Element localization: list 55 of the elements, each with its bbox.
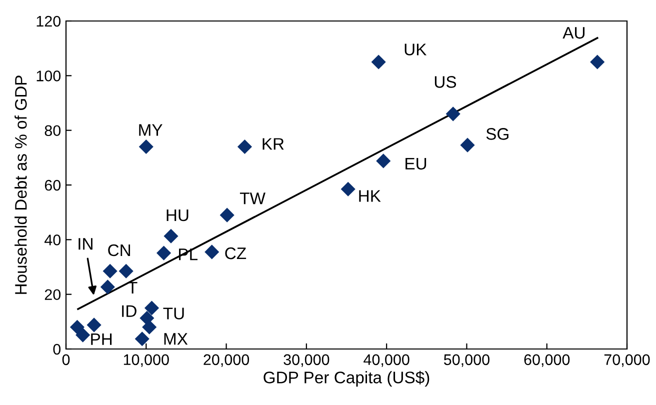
point [100,280,115,294]
y-tick-label: 100 [36,70,61,82]
y-tick-label: 40 [44,234,61,246]
point [156,246,172,260]
y-tick-label: 20 [44,289,61,300]
data-label: UK [404,44,427,56]
point [144,300,160,316]
data-label: KR [262,138,284,150]
data-label: IN [78,238,92,250]
data-label: TU [163,308,184,320]
point [164,228,178,244]
data-label: US [434,76,456,88]
x-tick-label: 50,000 [444,354,490,367]
point [118,264,134,278]
x-tick-label: 0 [62,354,70,366]
data-label: SG [486,128,508,140]
point [204,244,220,260]
x-tick-label: 30,000 [284,354,330,367]
x-tick-label: 20,000 [204,354,250,367]
y-tick-label: 60 [44,180,61,191]
point [340,182,356,196]
data-label: MX [164,333,188,345]
data-label: HU [166,210,188,222]
data-label: CN [108,244,130,256]
data-label: TW [240,192,266,204]
point [460,138,475,152]
x-tick-label: 40,000 [364,354,410,367]
point [134,332,150,346]
data-label: MY [139,124,162,136]
x-tick-label: 10,000 [124,354,169,367]
point [102,264,118,278]
point [142,320,157,334]
point [76,328,90,342]
x-tick-label: 60,000 [524,354,570,367]
point [376,154,391,168]
data-label: EU [406,158,426,170]
data-label: ID [122,305,136,317]
point [220,208,234,222]
x-tick-label: 70,000 [604,354,650,367]
point [446,106,460,122]
point [371,54,386,70]
point [237,139,252,154]
data-label: HK [359,190,381,202]
point [590,54,605,70]
y-tick-label: 80 [44,125,61,136]
x-axis-title: GDP Per Capita (US$) [264,370,430,387]
y-tick-label: 0 [53,344,61,355]
data-label: PH [91,333,112,345]
point [70,320,85,334]
y-axis-title: Household Debt as % of GDP [14,76,27,294]
data-label: AU [562,27,584,39]
data-label: CZ [225,247,246,260]
point [138,139,154,154]
y-tick-label: 120 [36,16,61,27]
point [86,318,102,332]
